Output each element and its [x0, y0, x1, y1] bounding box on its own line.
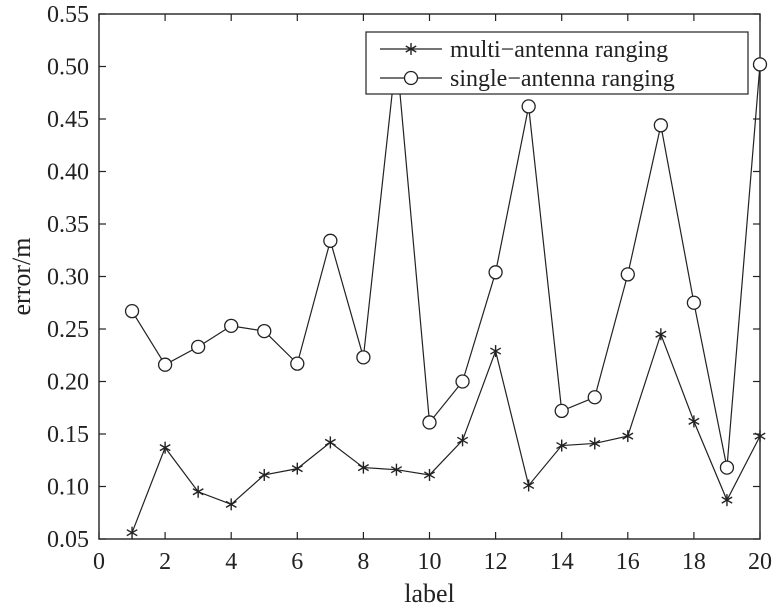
- data-point: [554, 403, 569, 419]
- x-tick-label: 8: [357, 549, 369, 575]
- data-point: [159, 441, 171, 454]
- asterisk-stroke: [490, 347, 502, 355]
- data-point: [752, 57, 768, 72]
- asterisk-stroke: [556, 441, 568, 450]
- data-point: [126, 526, 138, 539]
- y-tick-label: 0.25: [47, 317, 89, 343]
- y-tick-label: 0.35: [47, 212, 89, 238]
- data-point: [192, 485, 204, 498]
- data-point: [390, 463, 403, 476]
- data-point: [356, 350, 371, 365]
- y-tick-label: 0.10: [47, 475, 89, 501]
- legend-label: multi−antenna ranging: [450, 37, 668, 63]
- y-tick-label: 0.50: [47, 55, 89, 81]
- y-tick-label: 0.45: [47, 107, 89, 133]
- data-point: [754, 430, 766, 443]
- x-tick-label: 12: [484, 549, 508, 575]
- data-point: [688, 415, 700, 428]
- data-point: [686, 295, 702, 310]
- series-layer: [124, 46, 768, 539]
- asterisk-stroke: [357, 463, 369, 472]
- legend: multi−antenna ranging single−antenna rang…: [365, 31, 749, 95]
- asterisk-stroke: [523, 481, 535, 490]
- data-point: [225, 498, 237, 511]
- asterisk-stroke: [291, 465, 303, 473]
- asterisk-stroke: [589, 439, 601, 448]
- x-tick-label: 20: [748, 549, 772, 575]
- data-point: [324, 436, 336, 449]
- x-tick-label: 16: [616, 549, 640, 575]
- data-point: [490, 345, 502, 358]
- x-tick-label: 2: [159, 549, 171, 575]
- series-line: [131, 53, 761, 468]
- data-point: [719, 460, 735, 475]
- y-tick-label: 0.30: [47, 265, 89, 291]
- series-line: [131, 332, 761, 533]
- data-point: [655, 328, 667, 341]
- data-point: [620, 267, 635, 282]
- asterisk-stroke: [258, 471, 270, 479]
- data-point: [556, 439, 568, 452]
- data-point: [456, 434, 469, 447]
- data-point: [290, 356, 305, 371]
- legend-box: [365, 31, 749, 95]
- asterisk-stroke: [423, 471, 436, 479]
- data-point: [455, 374, 470, 389]
- asterisk-stroke: [159, 444, 171, 452]
- data-point: [224, 318, 239, 334]
- data-point: [587, 390, 602, 405]
- asterisk-stroke: [192, 488, 204, 496]
- asterisk-stroke: [456, 436, 469, 444]
- asterisk-stroke: [324, 438, 336, 447]
- series-1: [126, 328, 766, 539]
- data-point: [488, 265, 503, 280]
- asterisk-stroke: [688, 417, 700, 426]
- data-point: [721, 494, 733, 507]
- y-tick-label: 0.05: [47, 527, 89, 553]
- data-point: [124, 303, 140, 319]
- asterisk-stroke: [754, 432, 766, 440]
- asterisk-stroke: [622, 432, 634, 440]
- x-tick-label: 10: [418, 549, 442, 575]
- asterisk-stroke: [390, 466, 403, 474]
- y-tick-label: 0.40: [47, 160, 89, 186]
- x-tick-label: 18: [682, 549, 706, 575]
- x-axis-label: label: [404, 579, 455, 608]
- asterisk-stroke: [721, 496, 733, 504]
- asterisk-stroke: [405, 45, 417, 53]
- x-tick-label: 14: [550, 549, 574, 575]
- data-point: [653, 118, 668, 133]
- data-point: [423, 468, 436, 481]
- legend-marker: [403, 70, 419, 86]
- asterisk-stroke: [655, 330, 667, 338]
- legend-item: multi−antenna ranging: [380, 37, 668, 63]
- series-2: [124, 46, 768, 475]
- y-tick-label: 0.15: [47, 422, 89, 448]
- data-point: [258, 468, 270, 481]
- legend-marker: [405, 43, 417, 55]
- asterisk-stroke: [126, 529, 138, 537]
- data-point: [622, 430, 634, 443]
- data-point: [357, 461, 369, 474]
- x-tick-label: 6: [291, 549, 303, 575]
- data-point: [523, 479, 535, 492]
- data-point: [257, 323, 272, 339]
- x-tick-label: 0: [93, 549, 105, 575]
- y-tick-label: 0.20: [47, 370, 89, 396]
- y-axis-label: error/m: [7, 238, 36, 316]
- x-tick-label: 4: [225, 549, 237, 575]
- data-point: [157, 357, 173, 372]
- data-point: [521, 99, 536, 114]
- legend-item: single−antenna ranging: [380, 66, 675, 92]
- y-tick-label: 0.55: [47, 2, 89, 28]
- data-point: [190, 339, 206, 355]
- asterisk-stroke: [225, 500, 237, 508]
- legend-label: single−antenna ranging: [450, 66, 675, 92]
- data-point: [291, 462, 303, 475]
- axes-layer: 0 2 4 6 8 10 12 14 16 18 20 0.05 0.10 0.15 0.20 0.25 0.3…: [47, 2, 772, 575]
- data-point: [589, 437, 601, 450]
- data-point: [422, 415, 437, 430]
- data-point: [323, 233, 338, 248]
